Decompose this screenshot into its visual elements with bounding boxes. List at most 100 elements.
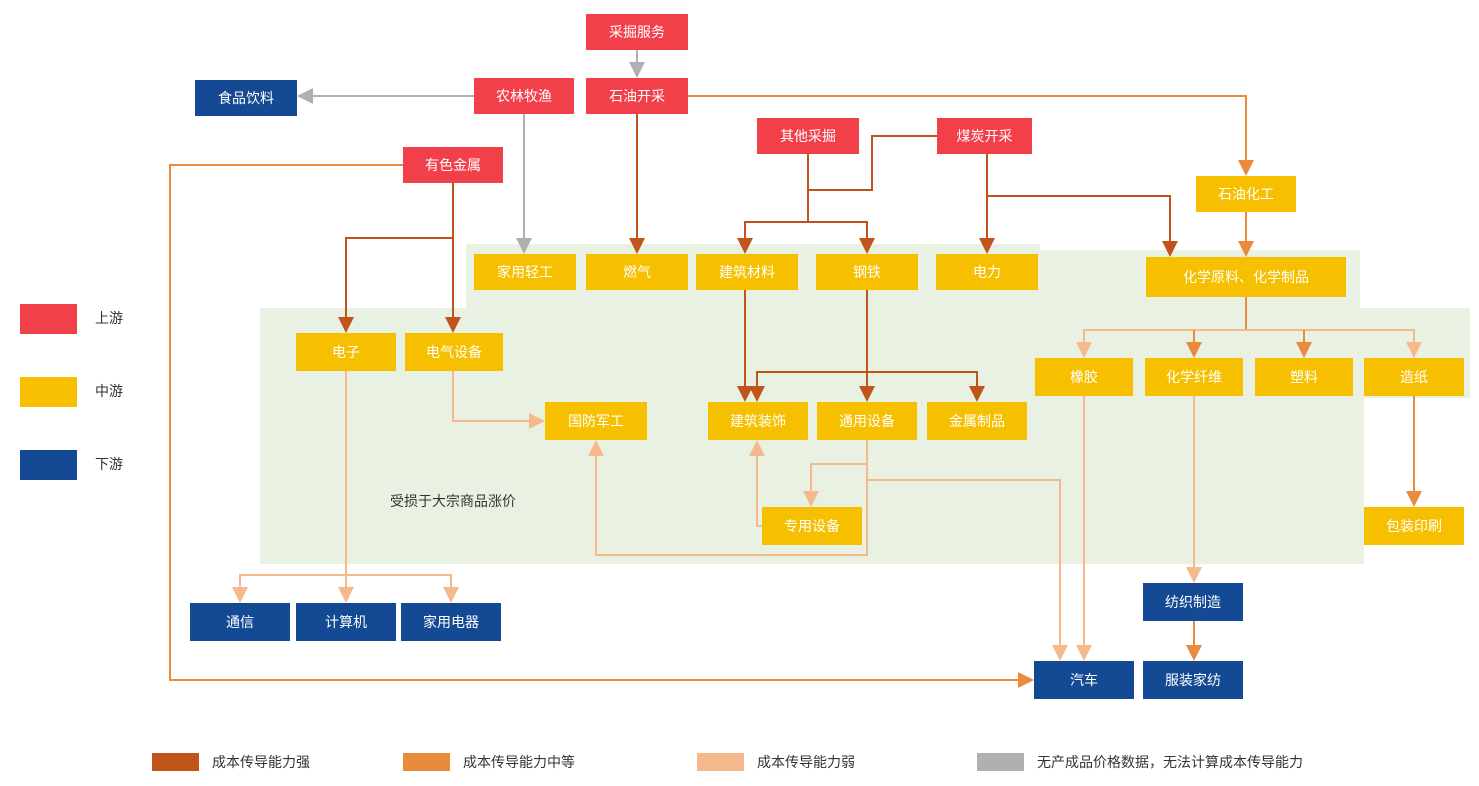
node-label: 汽车 [1070, 672, 1098, 689]
node: 其他采掘 [757, 118, 859, 154]
line-swatch [977, 753, 1024, 771]
node-box [545, 402, 647, 440]
node-label: 塑料 [1290, 370, 1318, 386]
node: 国防军工 [545, 402, 647, 440]
node-box [1143, 661, 1243, 699]
node-box [195, 80, 297, 116]
line-swatch [403, 753, 450, 771]
tier-label: 下游 [95, 457, 123, 473]
node-box [708, 402, 808, 440]
node-box [401, 603, 501, 641]
node: 钢铁 [816, 254, 918, 290]
tier-swatch [20, 304, 77, 334]
node-label: 橡胶 [1070, 369, 1098, 386]
node-box [586, 14, 688, 50]
node: 电气设备 [405, 333, 503, 371]
node-label: 通用设备 [839, 413, 895, 430]
node: 采掘服务 [586, 14, 688, 50]
node-label: 电力 [973, 265, 1001, 281]
node-label: 煤炭开采 [957, 129, 1013, 145]
node-label: 专用设备 [784, 518, 840, 535]
node-box [927, 402, 1027, 440]
tier-label: 中游 [95, 384, 123, 400]
node-label: 钢铁 [853, 265, 881, 281]
node-box [586, 78, 688, 114]
node-box [1364, 358, 1464, 396]
node-box [1034, 661, 1134, 699]
node-label: 农林牧渔 [496, 89, 552, 105]
line-label: 成本传导能力强 [212, 755, 310, 771]
node-label: 包装印刷 [1386, 519, 1442, 535]
node-box [1146, 257, 1346, 297]
node-box [937, 118, 1032, 154]
node-label: 金属制品 [949, 414, 1005, 430]
node: 石油化工 [1196, 176, 1296, 212]
node-label: 燃气 [623, 264, 651, 281]
node: 计算机 [296, 603, 396, 641]
node-box [296, 333, 396, 371]
node: 煤炭开采 [937, 118, 1032, 154]
node: 有色金属 [403, 147, 503, 183]
line-swatch [697, 753, 744, 771]
node-box [817, 402, 917, 440]
node-box [936, 254, 1038, 290]
node: 纺织制造 [1143, 583, 1243, 621]
node-label: 服装家纺 [1165, 672, 1221, 689]
node-box [757, 118, 859, 154]
node-label: 通信 [226, 615, 254, 631]
node: 农林牧渔 [474, 78, 574, 114]
node: 建筑装饰 [708, 402, 808, 440]
note: 受损于大宗商品涨价 [390, 494, 516, 510]
node-label: 建筑材料 [719, 265, 775, 281]
node: 汽车 [1034, 661, 1134, 699]
node-label: 有色金属 [425, 157, 481, 174]
line-swatch [152, 753, 199, 771]
node-label: 采掘服务 [609, 25, 665, 41]
node-label: 建筑装饰 [730, 414, 786, 430]
node-box [1196, 176, 1296, 212]
edges [169, 50, 1422, 688]
node-label: 家用电器 [423, 614, 479, 631]
tier-swatch [20, 450, 77, 480]
node: 橡胶 [1035, 358, 1133, 396]
node-label: 石油开采 [609, 89, 665, 105]
line-label: 成本传导能力中等 [463, 754, 575, 771]
node-box [1143, 583, 1243, 621]
node-label: 化学纤维 [1166, 370, 1222, 386]
node-label: 纺织制造 [1165, 595, 1221, 611]
node-box [816, 254, 918, 290]
node-label: 石油化工 [1218, 187, 1274, 203]
node-label: 国防军工 [568, 414, 624, 430]
node: 专用设备 [762, 507, 862, 545]
node-box [405, 333, 503, 371]
node: 通用设备 [817, 402, 917, 440]
node-box [1145, 358, 1243, 396]
line-label: 成本传导能力弱 [757, 755, 855, 771]
node: 服装家纺 [1143, 661, 1243, 699]
node-box [1035, 358, 1133, 396]
node-box [696, 254, 798, 290]
node-label: 电子 [332, 345, 360, 361]
node: 家用电器 [401, 603, 501, 641]
node-label: 电气设备 [426, 344, 482, 361]
node: 造纸 [1364, 358, 1464, 396]
node: 化学纤维 [1145, 358, 1243, 396]
node-box [762, 507, 862, 545]
node-label: 食品饮料 [218, 90, 274, 107]
node-label: 化学原料、化学制品 [1183, 270, 1309, 286]
node: 化学原料、化学制品 [1146, 257, 1346, 297]
node: 石油开采 [586, 78, 688, 114]
node: 电子 [296, 333, 396, 371]
node: 家用轻工 [474, 254, 576, 290]
node-box [586, 254, 688, 290]
node: 电力 [936, 254, 1038, 290]
node: 食品饮料 [195, 80, 297, 116]
node-box [296, 603, 396, 641]
node-label: 计算机 [325, 615, 367, 631]
node: 包装印刷 [1364, 507, 1464, 545]
node: 金属制品 [927, 402, 1027, 440]
line-label: 无产成品价格数据，无法计算成本传导能力 [1037, 755, 1303, 771]
node-label: 其他采掘 [780, 129, 836, 145]
node-box [1364, 507, 1464, 545]
